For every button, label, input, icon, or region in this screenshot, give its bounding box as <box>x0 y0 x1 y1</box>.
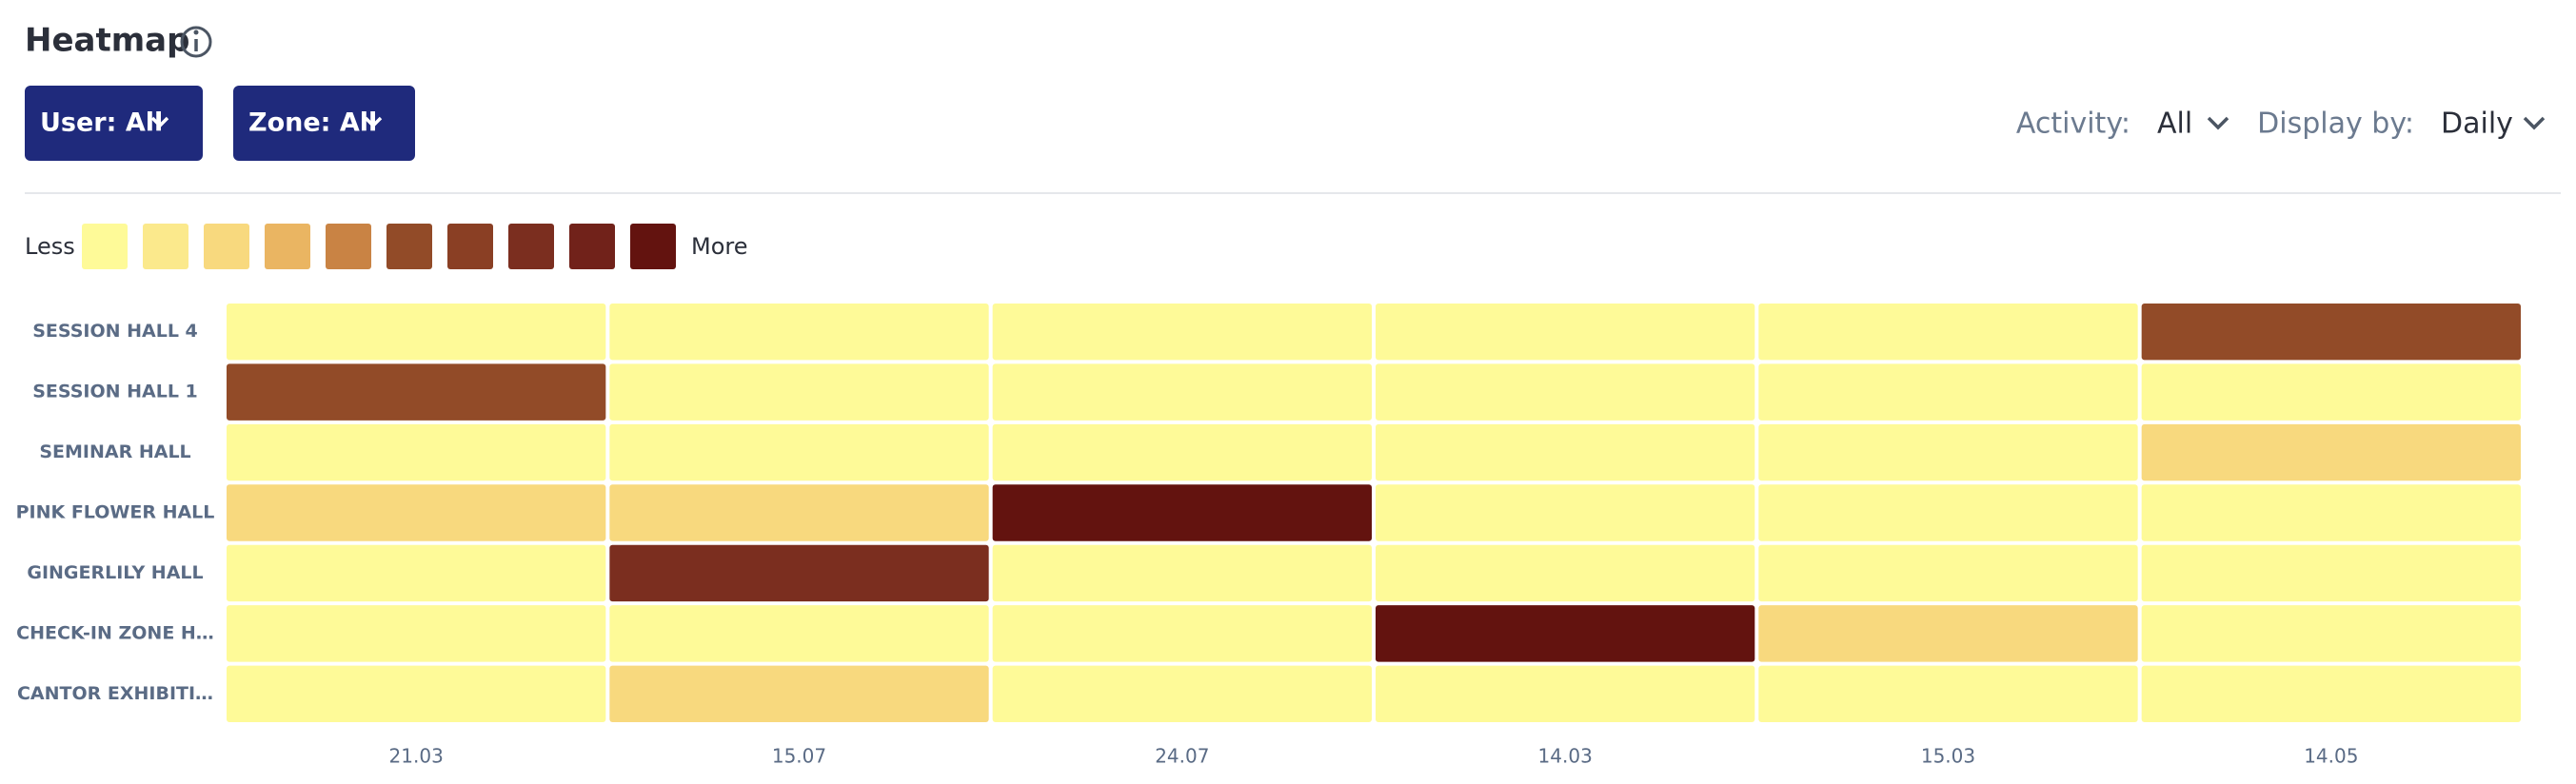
heat-cell <box>1758 544 2138 602</box>
x-tick-label: 15.07 <box>772 745 826 768</box>
legend-swatch <box>508 224 554 269</box>
heat-cell <box>992 484 1372 541</box>
display-select[interactable]: Daily <box>2441 108 2546 141</box>
x-tick-label: 21.03 <box>389 745 444 768</box>
row-label: GINGERLILY HALL <box>27 562 203 583</box>
legend-swatch <box>265 224 310 269</box>
heat-cell <box>609 423 989 481</box>
heat-cell <box>1376 423 1755 481</box>
heat-cell <box>992 304 1372 361</box>
heat-cell <box>2141 304 2521 361</box>
heat-cell <box>992 363 1372 421</box>
zone-filter[interactable]: Zone: All <box>233 86 415 161</box>
user-filter[interactable]: User: All <box>25 86 203 161</box>
x-tick-label: 14.03 <box>1538 745 1593 768</box>
legend-swatch <box>447 224 493 269</box>
heat-cell <box>609 544 989 602</box>
legend-swatch <box>569 224 615 269</box>
heat-cell <box>609 665 989 722</box>
heat-cell <box>1758 304 2138 361</box>
x-tick-label: 24.07 <box>1155 745 1209 768</box>
heat-cell <box>227 363 606 421</box>
display-label: Display by: <box>2257 108 2414 141</box>
heat-cell <box>2141 363 2521 421</box>
heat-cell <box>227 423 606 481</box>
heat-cell <box>2141 605 2521 662</box>
heat-cell <box>1758 665 2138 722</box>
info-icon[interactable] <box>180 26 212 58</box>
row-label: CHECK-IN ZONE H… <box>16 622 214 643</box>
legend-swatch <box>82 224 128 269</box>
zone-filter-label: Zone: All <box>248 108 377 138</box>
activity-label: Activity: <box>2016 108 2130 141</box>
heat-cell <box>1376 304 1755 361</box>
heat-cell <box>609 605 989 662</box>
heat-cell <box>1758 605 2138 662</box>
heat-cell <box>992 423 1372 481</box>
heat-cell <box>227 484 606 541</box>
heat-cell <box>2141 665 2521 722</box>
title: Heatmap <box>25 22 189 60</box>
heat-cell <box>992 665 1372 722</box>
heat-cell <box>609 363 989 421</box>
heat-cell <box>2141 544 2521 602</box>
heat-cell <box>1758 423 2138 481</box>
legend-swatch <box>630 224 676 269</box>
row-label: SESSION HALL 1 <box>32 382 198 402</box>
legend-high: More <box>691 233 748 260</box>
activity-select[interactable]: All <box>2157 108 2229 141</box>
heat-cell <box>992 605 1372 662</box>
x-tick-label: 14.05 <box>2304 745 2358 768</box>
row-label: PINK FLOWER HALL <box>16 502 215 523</box>
legend-low: Less <box>25 233 75 260</box>
heat-cell <box>1758 484 2138 541</box>
heat-cell <box>227 605 606 662</box>
legend-swatch <box>204 224 249 269</box>
legend-swatch <box>143 224 188 269</box>
row-label: CANTOR EXHIBITI… <box>17 683 213 704</box>
heat-cell <box>1758 363 2138 421</box>
heat-cell <box>227 544 606 602</box>
heat-cell <box>1376 484 1755 541</box>
heat-cell <box>992 544 1372 602</box>
row-label: SEMINAR HALL <box>39 441 190 462</box>
heat-cell <box>1376 605 1755 662</box>
heat-cell <box>609 484 989 541</box>
activity-value: All <box>2157 108 2192 141</box>
display-value: Daily <box>2441 108 2513 141</box>
row-label: SESSION HALL 4 <box>32 321 198 342</box>
legend-swatch <box>326 224 371 269</box>
x-tick-label: 15.03 <box>1921 745 1975 768</box>
heat-cell <box>227 665 606 722</box>
heat-cell <box>1376 544 1755 602</box>
heat-cell <box>2141 423 2521 481</box>
user-filter-label: User: All <box>40 108 163 138</box>
legend-swatch <box>386 224 432 269</box>
heat-cell <box>609 304 989 361</box>
heat-cell <box>227 304 606 361</box>
heat-cell <box>1376 665 1755 722</box>
heat-cell <box>1376 363 1755 421</box>
heat-cell <box>2141 484 2521 541</box>
